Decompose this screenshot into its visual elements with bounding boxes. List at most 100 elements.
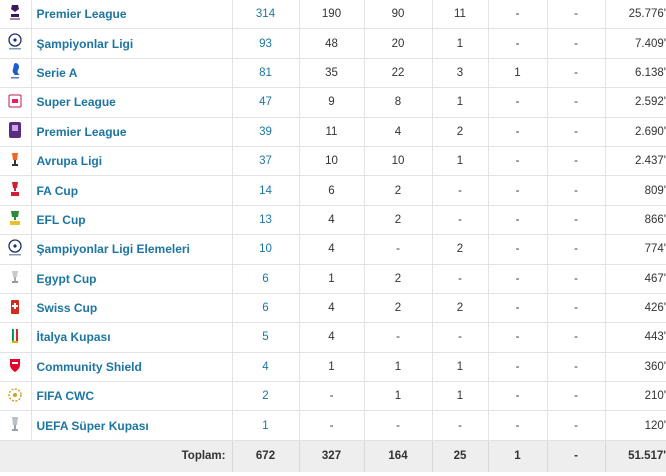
minutes-cell: 7.409' <box>604 28 666 59</box>
appearances-cell[interactable]: 4 <box>231 352 299 383</box>
competition-link[interactable]: Super League <box>31 87 232 118</box>
second-yellow-cell: - <box>487 381 547 412</box>
goals-cell: - <box>298 381 364 412</box>
table-row: UEFA Süper Kupası 1- - - - -120' <box>0 410 666 441</box>
totals-red-cards: - <box>546 440 605 472</box>
egyptian-premier-league-logo-icon[interactable] <box>8 121 22 142</box>
red-cards-cell: - <box>546 205 605 236</box>
second-yellow-cell: - <box>487 264 547 294</box>
assists-cell: 1 <box>363 352 432 383</box>
second-yellow-cell: - <box>487 205 547 236</box>
assists-cell: 8 <box>363 87 432 118</box>
champions-league-qualifying-logo-icon[interactable] <box>7 239 23 260</box>
appearances-cell[interactable]: 6 <box>231 264 299 294</box>
minutes-cell: 443' <box>604 322 666 353</box>
competition-link[interactable]: Swiss Cup <box>31 293 232 324</box>
efl-cup-logo-icon[interactable] <box>8 209 22 230</box>
competition-link[interactable]: İtalya Kupası <box>31 322 232 353</box>
totals-assists: 164 <box>363 440 432 472</box>
red-cards-cell: - <box>546 410 605 441</box>
red-cards-cell: - <box>546 322 605 353</box>
competition-link[interactable]: Serie A <box>31 58 232 89</box>
community-shield-logo-icon[interactable] <box>9 357 21 376</box>
goals-cell: 4 <box>298 293 364 324</box>
appearances-cell[interactable]: 37 <box>231 146 299 177</box>
appearances-cell[interactable]: 1 <box>231 410 299 441</box>
appearances-cell[interactable]: 93 <box>231 28 299 59</box>
table-row: Premier League 314 190 90 11- -25.776' <box>0 0 666 30</box>
competition-logo-cell <box>0 28 32 59</box>
minutes-cell: 25.776' <box>604 0 666 30</box>
assists-cell: 22 <box>363 58 432 89</box>
assists-cell: 10 <box>363 146 432 177</box>
yellow-cards-cell: 2 <box>431 117 488 147</box>
second-yellow-cell: - <box>487 0 547 30</box>
table-row: Şampiyonlar Ligi Elemeleri 10 4-2- -774' <box>0 234 666 265</box>
uefa-super-cup-logo-icon[interactable] <box>10 415 20 436</box>
super-league-logo-icon[interactable] <box>8 94 22 111</box>
yellow-cards-cell: 1 <box>431 352 488 383</box>
appearances-cell[interactable]: 6 <box>231 293 299 324</box>
minutes-cell: 2.592' <box>604 87 666 118</box>
appearances-cell[interactable]: 14 <box>231 175 299 206</box>
table-row: Serie A 81 35 22 3 1-6.138' <box>0 58 666 89</box>
competition-link[interactable]: Şampiyonlar Ligi <box>31 28 232 59</box>
red-cards-cell: - <box>546 0 605 30</box>
minutes-cell: 809' <box>604 175 666 206</box>
serie-a-logo-icon[interactable] <box>9 62 21 83</box>
appearances-cell[interactable]: 2 <box>231 381 299 412</box>
appearances-cell[interactable]: 81 <box>231 58 299 89</box>
yellow-cards-cell: 1 <box>431 381 488 412</box>
egypt-cup-logo-icon[interactable] <box>10 269 20 288</box>
goals-cell: 1 <box>298 352 364 383</box>
competition-link[interactable]: Şampiyonlar Ligi Elemeleri <box>31 234 232 265</box>
goals-cell: - <box>298 410 364 441</box>
yellow-cards-cell: 11 <box>431 0 488 30</box>
minutes-cell: 2.437' <box>604 146 666 177</box>
competition-link[interactable]: FIFA CWC <box>31 381 232 412</box>
appearances-cell[interactable]: 314 <box>231 0 299 30</box>
appearances-cell[interactable]: 10 <box>231 234 299 265</box>
appearances-cell[interactable]: 39 <box>231 117 299 147</box>
competition-link[interactable]: Premier League <box>31 117 232 147</box>
europa-league-logo-icon[interactable] <box>9 151 21 172</box>
champions-league-logo-icon[interactable] <box>7 33 23 54</box>
goals-cell: 1 <box>298 264 364 294</box>
table-body: Premier League 314 190 90 11- -25.776' Şampiyo… <box>0 0 666 441</box>
table-row: Şampiyonlar Ligi 93 48 20 1- -7.409' <box>0 28 666 59</box>
competition-logo-cell <box>0 381 32 412</box>
competition-logo-cell <box>0 264 32 294</box>
fifa-cwc-logo-icon[interactable] <box>7 387 23 406</box>
competition-logo-cell <box>0 0 32 30</box>
assists-cell: 2 <box>363 293 432 324</box>
coppa-italia-logo-icon[interactable] <box>10 328 20 347</box>
competition-link[interactable]: Premier League <box>31 0 232 30</box>
competition-logo-cell <box>0 205 32 236</box>
red-cards-cell: - <box>546 234 605 265</box>
red-cards-cell: - <box>546 87 605 118</box>
fa-cup-logo-icon[interactable] <box>9 180 21 201</box>
red-cards-cell: - <box>546 381 605 412</box>
competition-link[interactable]: Egypt Cup <box>31 264 232 294</box>
second-yellow-cell: - <box>487 322 547 353</box>
premier-league-logo-icon[interactable] <box>9 4 21 25</box>
assists-cell: - <box>363 234 432 265</box>
goals-cell: 4 <box>298 234 364 265</box>
assists-cell: 4 <box>363 117 432 147</box>
table-row: Community Shield 4 1 1 1- -360' <box>0 352 666 383</box>
goals-cell: 10 <box>298 146 364 177</box>
appearances-cell[interactable]: 47 <box>231 87 299 118</box>
appearances-cell[interactable]: 13 <box>231 205 299 236</box>
competition-link[interactable]: Community Shield <box>31 352 232 383</box>
totals-apps: 672 <box>231 440 299 472</box>
goals-cell: 4 <box>298 205 364 236</box>
second-yellow-cell: - <box>487 234 547 265</box>
assists-cell: 2 <box>363 205 432 236</box>
competition-link[interactable]: FA Cup <box>31 175 232 206</box>
yellow-cards-cell: - <box>431 175 488 206</box>
appearances-cell[interactable]: 5 <box>231 322 299 353</box>
competition-link[interactable]: UEFA Süper Kupası <box>31 410 232 441</box>
competition-link[interactable]: EFL Cup <box>31 205 232 236</box>
swiss-cup-logo-icon[interactable] <box>10 299 20 318</box>
competition-link[interactable]: Avrupa Ligi <box>31 146 232 177</box>
